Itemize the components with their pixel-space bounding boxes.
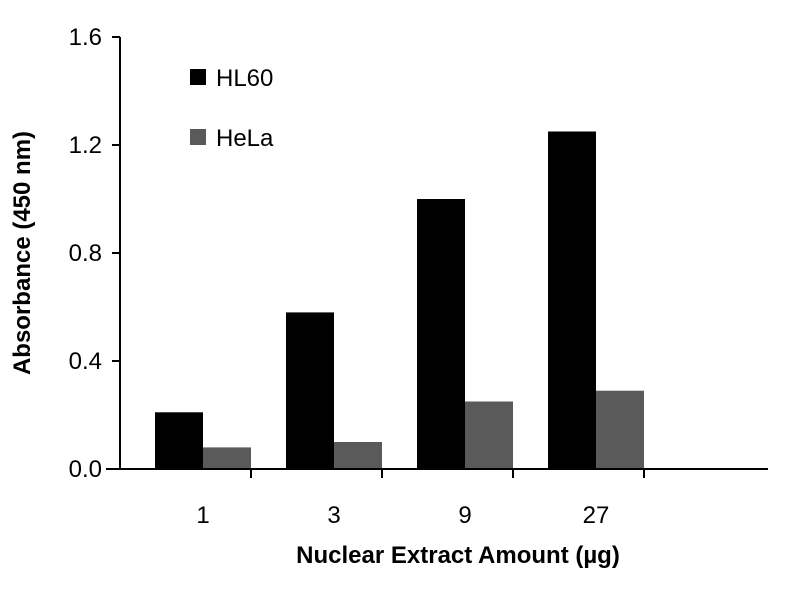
y-tick-label: 1.6 (69, 24, 102, 51)
bar-hela-3 (334, 442, 382, 469)
x-tick-label: 3 (327, 502, 340, 529)
x-tick-label: 9 (458, 502, 471, 529)
legend-swatch-hl60 (190, 69, 206, 85)
bar-hela-27 (596, 390, 644, 469)
y-axis-label: Absorbance (450 nm) (9, 131, 36, 375)
legend: HL60 HeLa (190, 65, 274, 152)
y-tick-label: 0.8 (69, 240, 102, 267)
legend-swatch-hela (190, 129, 206, 145)
x-tick-label: 27 (583, 502, 610, 529)
bar-hela-1 (203, 447, 251, 469)
bar-hela-9 (465, 401, 513, 469)
y-tick-label: 1.2 (69, 132, 102, 159)
y-tick-label: 0.0 (69, 456, 102, 483)
bar-hl60-27 (548, 131, 596, 469)
bar-hl60-1 (155, 412, 203, 469)
bar-hl60-3 (286, 312, 334, 469)
x-tick-label: 1 (196, 502, 209, 529)
legend-label-hela: HeLa (216, 125, 274, 152)
x-axis-label: Nuclear Extract Amount (µg) (296, 542, 620, 569)
y-tick-label: 0.4 (69, 348, 102, 375)
legend-label-hl60: HL60 (216, 65, 273, 92)
bar-hl60-9 (417, 199, 465, 469)
